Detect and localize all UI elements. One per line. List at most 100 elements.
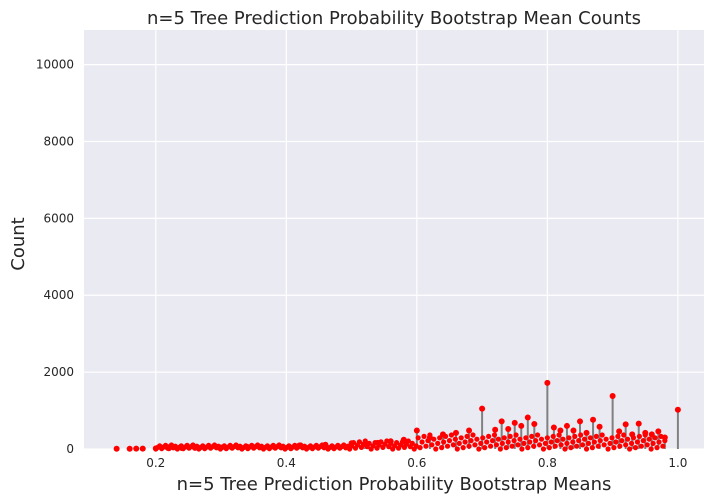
data-point-cluster (574, 443, 580, 449)
data-point-cluster (544, 435, 550, 441)
data-point-cluster (493, 442, 500, 448)
data-point-cluster (388, 440, 394, 446)
data-point-cluster (548, 439, 554, 445)
y-axis-label: Count (8, 217, 29, 270)
data-point-cluster (542, 440, 549, 446)
data-point (622, 421, 629, 428)
y-tick-label: 2000 (43, 365, 74, 379)
data-point-cluster (433, 446, 439, 452)
data-point (609, 392, 616, 399)
data-point-cluster (534, 432, 541, 438)
data-point-cluster (642, 432, 648, 438)
data-point-cluster (658, 433, 664, 439)
data-point-cluster (599, 432, 605, 438)
data-point-cluster (405, 438, 411, 444)
chart-title: n=5 Tree Prediction Probability Bootstra… (147, 8, 641, 29)
data-point-cluster (423, 443, 429, 449)
data-point-cluster (607, 440, 613, 446)
data-point-cluster (627, 446, 633, 452)
data-point-cluster (536, 442, 543, 448)
data-point-cluster (623, 442, 629, 448)
data-point-cluster (507, 433, 513, 439)
y-tick-label: 6000 (43, 211, 74, 225)
data-point-cluster (515, 442, 521, 448)
data-point (466, 427, 473, 434)
data-point-cluster (568, 445, 574, 451)
data-point-cluster (564, 440, 570, 446)
data-point-cluster (560, 436, 566, 442)
data-point-cluster (625, 436, 631, 442)
data-point-cluster (487, 443, 494, 449)
data-point-cluster (523, 435, 529, 441)
data-point-cluster (632, 445, 639, 451)
data-point-cluster (415, 435, 421, 441)
data-point-cluster (427, 432, 433, 438)
data-point-cluster (578, 432, 584, 438)
data-point (479, 405, 486, 412)
data-point-cluster (521, 440, 527, 446)
data-point-cluster (480, 435, 486, 441)
data-point-cluster (630, 435, 637, 441)
data-point-cluster (448, 432, 455, 438)
data-point (413, 427, 420, 434)
data-point-cluster (638, 443, 644, 449)
data-point (518, 422, 525, 429)
data-point-cluster (613, 439, 619, 445)
data-point-cluster (570, 439, 576, 445)
data-point-cluster (509, 443, 515, 449)
data-point-cluster (656, 439, 662, 445)
data-point-cluster (437, 435, 443, 441)
data-point-cluster (576, 438, 582, 444)
data-point-cluster (431, 436, 437, 442)
data-point-cluster (454, 446, 460, 452)
data-point (544, 379, 551, 386)
x-tick-label: 1.0 (668, 456, 687, 470)
data-point-cluster (605, 446, 611, 452)
data-point (583, 429, 590, 436)
data-point-cluster (640, 438, 646, 444)
data-point (577, 418, 583, 425)
data-point-cluster (581, 436, 588, 442)
data-point-cluster (525, 445, 531, 451)
data-point-cluster (603, 436, 609, 442)
data-point-cluster (419, 439, 425, 445)
data-point-cluster (472, 442, 478, 448)
data-point-cluster (350, 440, 357, 446)
data-point-cluster (615, 433, 621, 439)
data-point (133, 445, 140, 452)
data-point-cluster (409, 440, 415, 446)
data-point (550, 424, 557, 431)
data-point-cluster (468, 438, 474, 444)
data-point-cluster (552, 443, 558, 449)
data-point-cluster (356, 439, 363, 445)
x-tick-label: 0.8 (538, 456, 557, 470)
data-point (570, 427, 577, 434)
data-point-cluster (446, 438, 453, 444)
data-point-cluster (550, 433, 556, 439)
data-point-cluster (444, 443, 451, 449)
data-point-cluster (650, 440, 656, 446)
y-tick-label: 4000 (43, 288, 74, 302)
data-point-cluster (634, 439, 641, 445)
data-point-cluster (476, 446, 482, 452)
data-point-cluster (466, 443, 472, 449)
data-point-cluster (394, 440, 400, 446)
data-point-cluster (533, 438, 539, 444)
data-point-cluster (439, 445, 445, 451)
data-point-cluster (478, 440, 484, 446)
data-point-cluster (538, 436, 545, 442)
data-point-cluster (464, 433, 470, 439)
data-point-cluster (497, 446, 503, 452)
data-point-cluster (531, 443, 537, 449)
data-point-cluster (529, 433, 535, 439)
data-point (590, 416, 597, 423)
data-point-cluster (540, 446, 547, 452)
data-point (674, 406, 681, 413)
plot-background (84, 30, 704, 449)
data-point (453, 429, 459, 436)
data-point-cluster (442, 433, 449, 439)
data-point-cluster (601, 442, 607, 448)
data-point-cluster (491, 432, 498, 438)
data-point-cluster (511, 438, 517, 444)
data-point-cluster (425, 438, 431, 444)
